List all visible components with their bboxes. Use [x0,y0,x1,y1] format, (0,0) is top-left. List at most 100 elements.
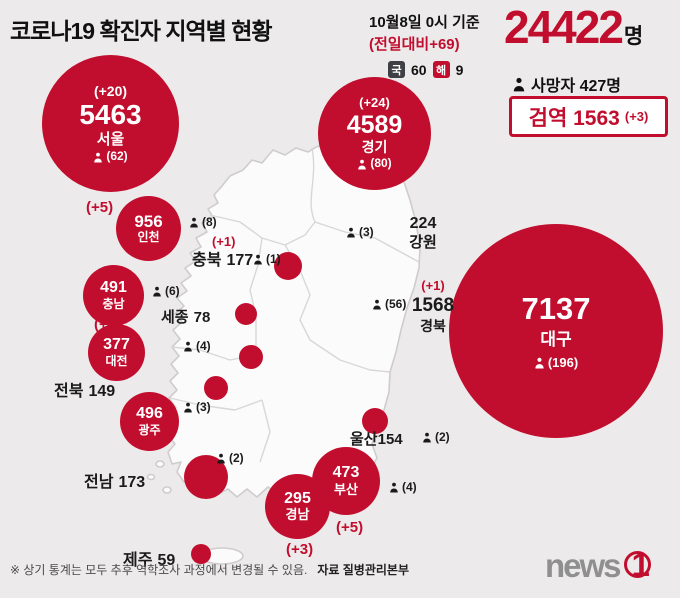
total-unit: 명 [623,25,644,48]
region-jeonnam-label: 전남 173 [84,468,145,492]
region-jeju-marker [191,544,211,564]
region-name: 서울 [96,131,125,149]
region-chungnam-deaths: (6) [152,284,180,298]
quarantine-change: (+3) [624,109,649,124]
deaths-value: (56) [385,297,407,311]
region-deaths-value: (80) [370,156,392,171]
region-name: 대구 [540,330,572,350]
region-change: (+24) [359,94,390,110]
region-incheon-bubble: 956 인천 [116,196,181,261]
region-value: 473 [332,464,360,482]
person-icon [94,152,103,163]
total-confirmed: 24422 명 [504,0,643,55]
region-gangwon-deaths: (3) [346,225,374,239]
person-icon [390,482,398,492]
region-value: 149 [88,383,116,400]
region-name: 충북 [192,252,222,269]
region-value: 177 [226,252,254,269]
region-name: 대전 [105,353,128,368]
region-gyeongbuk-label: (+1) 1568 경북 [404,278,462,336]
person-icon [153,286,161,296]
region-value: 1568 [411,295,455,317]
region-change: (+1) [421,278,445,293]
region-name: 경남 [285,507,310,523]
region-busan-change: (+5) [336,519,364,536]
person-icon [513,77,525,91]
region-name: 세종 [161,309,189,326]
deaths-value: (1) [266,252,281,266]
region-value: 7137 [521,291,591,327]
domestic-value: 60 [411,61,427,78]
deaths-value: (2) [229,451,244,465]
region-name: 경기 [361,139,388,156]
region-name: 울산 [350,431,378,448]
region-gangwon-label: 224 강원 [396,214,450,253]
region-daejeon-change: (+7) [94,316,122,333]
domestic-badge: 국 [388,61,405,78]
deaths-value: (2) [435,430,450,444]
region-gyeongbuk-deaths: (56) [372,297,406,311]
region-value: 59 [157,552,176,569]
region-value: 295 [284,489,311,507]
person-icon [184,402,192,412]
region-chungbuk-marker [274,252,302,280]
region-busan-bubble: 473 부산 [312,447,380,515]
region-name: 부산 [334,481,358,497]
overseas-value: 9 [455,61,464,78]
region-jeonbuk-label: 전북 149 [54,377,115,401]
deaths-value: (8) [202,215,217,229]
deaths-value: (6) [165,284,180,298]
deaths-value: (3) [196,400,211,414]
region-gyeonggi-bubble: (+24) 4589 경기 (80) [318,77,431,190]
region-jeonnam-deaths: (2) [216,451,244,465]
region-chungnam-bubble: 491 충남 [83,265,144,326]
region-deaths: (62) [93,149,128,164]
news1-logo: news 1 [545,546,656,586]
region-daegu-bubble: 7137 대구 (196) [449,224,663,438]
region-ulsan-deaths: (2) [422,430,450,444]
footnote: ※ 상기 통계는 모두 추후 역학조사 과정에서 변경될 수 있음. 자료 질병관… [10,561,409,578]
logo-one-wrap: 1 [622,546,656,586]
region-name: 강원 [409,234,437,251]
region-busan-deaths: (4) [389,480,417,494]
total-deaths: 사망자 427명 [512,72,621,96]
region-value: 4589 [346,110,403,139]
person-icon [254,254,262,264]
region-daejeon-bubble: 377 대전 [88,324,145,381]
region-seoul-bubble: (+20) 5463 서울 (62) [42,55,179,192]
person-icon [190,217,198,227]
region-name: 충남 [102,296,125,311]
region-gwangju-bubble: 496 광주 [120,392,179,451]
region-name: 경북 [420,318,446,334]
person-icon [373,299,381,309]
deaths-value: (4) [402,480,417,494]
region-name: 전북 [54,383,84,400]
region-deaths-value: (196) [547,354,579,370]
region-sejong-label: 세종 78 [161,306,210,327]
region-name: 제주 [123,552,153,569]
total-number: 24422 [504,1,624,53]
region-name: 광주 [138,422,161,437]
as-of-date: 10월8일 0시 기준 [369,14,480,31]
region-value: 154 [377,431,403,448]
person-icon [358,159,367,170]
region-name: 전남 [84,474,114,491]
region-gyeongnam-change: (+3) [286,541,314,558]
footnote-text: ※ 상기 통계는 모두 추후 역학조사 과정에서 변경될 수 있음. [10,563,308,577]
region-ulsan-marker [362,408,388,434]
region-value: 377 [103,336,130,354]
person-icon [535,357,544,369]
region-sejong-marker [235,303,257,325]
total-deaths-label: 사망자 427명 [531,78,622,95]
region-deaths: (80) [357,156,392,171]
source-credit: 자료 질병관리본부 [317,563,409,577]
region-ulsan-label: 울산154 [350,428,403,449]
person-icon [423,432,431,442]
deaths-value: (4) [196,339,211,353]
region-value: 956 [134,211,163,231]
logo-circle-icon [623,551,651,578]
region-change: (+20) [93,82,128,99]
new-cases-badges: 국 60 해 9 [388,61,463,78]
region-deaths-value: (62) [106,149,128,164]
